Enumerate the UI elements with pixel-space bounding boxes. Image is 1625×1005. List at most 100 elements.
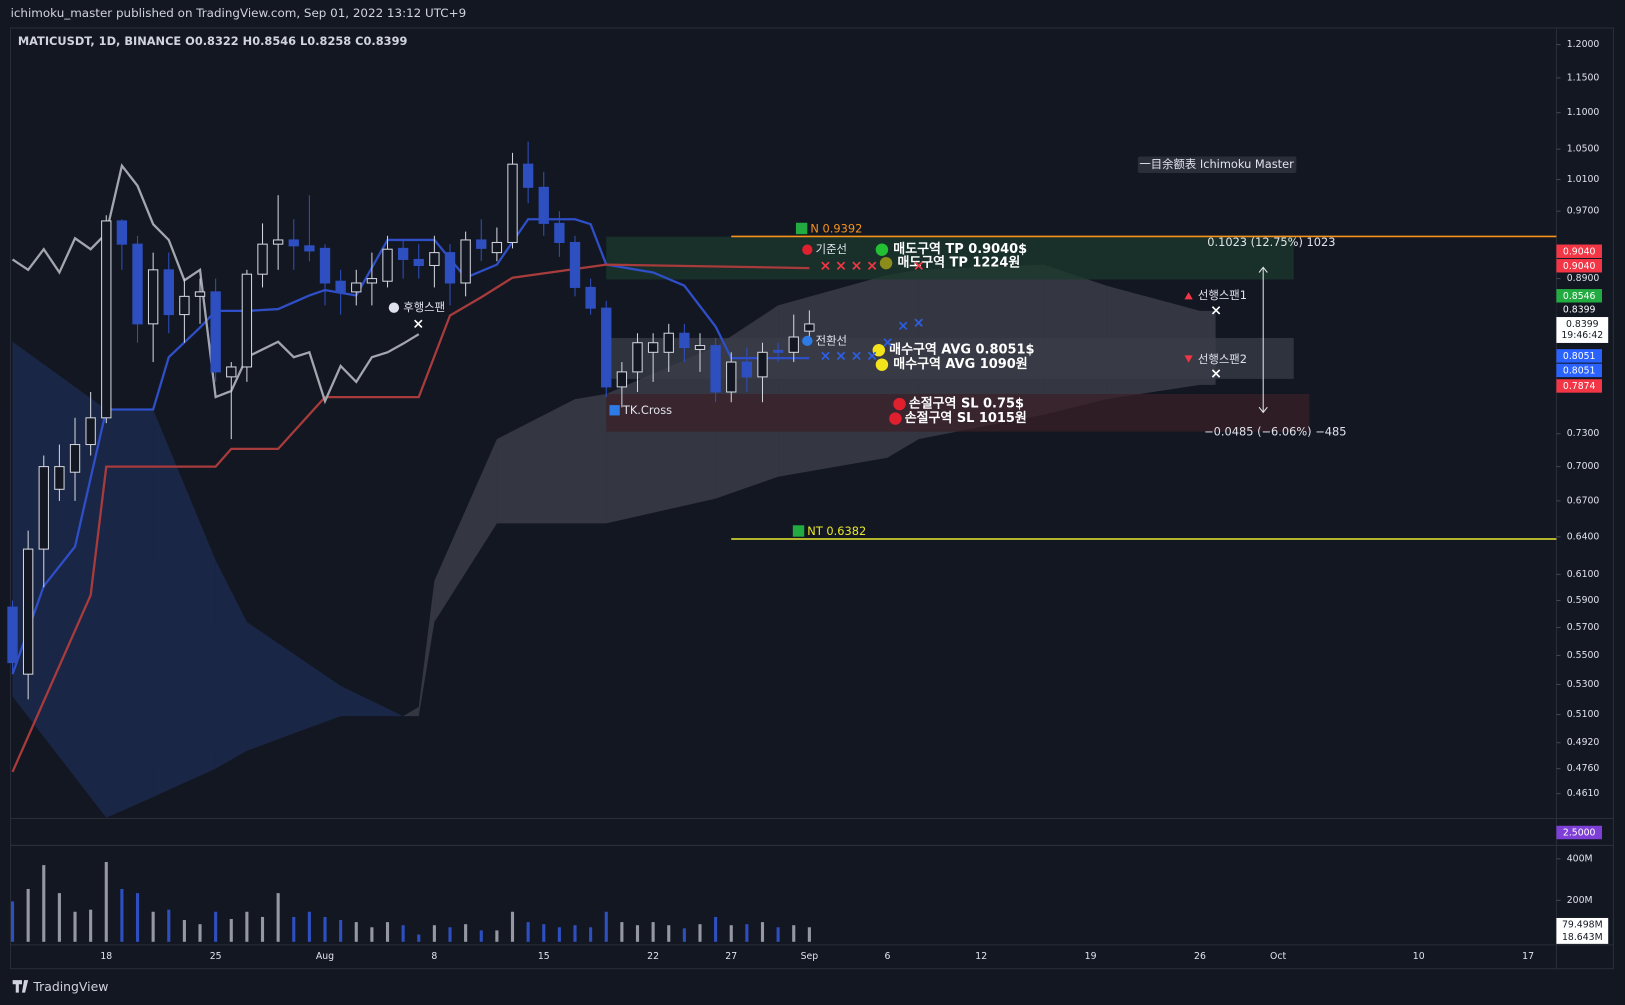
candle-body	[22, 548, 34, 675]
y-tick-label: 0.5100	[1567, 709, 1600, 720]
x-tick-label: 12	[975, 951, 987, 962]
cross-icon	[609, 405, 620, 416]
y-tick-label: 1.1500	[1567, 72, 1600, 83]
candle-body	[647, 342, 659, 353]
candle-body	[444, 252, 456, 284]
volume-bar	[385, 922, 390, 942]
dot	[875, 243, 889, 256]
candle-body	[288, 239, 299, 247]
candle-body	[804, 323, 815, 332]
volume-bar	[167, 909, 171, 942]
publisher-line: ichimoku_master published on TradingView…	[11, 6, 467, 20]
volume-bar	[120, 888, 124, 942]
y-tick-label: 0.8900	[1567, 273, 1600, 284]
price-badge-text: 0.8546	[1563, 291, 1596, 302]
volume-bar	[182, 920, 186, 942]
volume-bar	[557, 927, 561, 942]
volume-bar	[214, 911, 218, 942]
volume-bar	[495, 930, 499, 942]
volume-bar	[729, 925, 733, 942]
volume-bar	[417, 934, 421, 942]
candle-body	[476, 239, 487, 249]
price-badge-text: 0.9040	[1563, 261, 1596, 272]
y-tick-label: 0.4920	[1567, 737, 1600, 748]
volume-bar	[354, 922, 358, 942]
price-badge-text: 0.8399	[1566, 319, 1599, 330]
x-tick-label: 22	[647, 951, 659, 962]
volume-bar	[745, 924, 749, 942]
x-tick-label: 18	[100, 951, 112, 962]
volume-bar	[510, 911, 515, 942]
indicator-line	[11, 163, 420, 405]
tenkan-label: 전환선	[816, 333, 847, 347]
y-tick-label: 0.5700	[1567, 622, 1600, 633]
dot	[802, 244, 813, 255]
candle-body	[679, 332, 690, 349]
candle-body	[694, 345, 706, 350]
cloud-segment	[12, 341, 107, 818]
volume-bar	[42, 865, 46, 942]
y-tick-label: 1.2000	[1567, 39, 1600, 50]
price-badge-text: 0.8051	[1563, 351, 1596, 362]
volume-bar	[698, 924, 702, 942]
candle-body	[226, 366, 237, 378]
volume-bar	[26, 888, 30, 942]
volume-bar	[57, 893, 61, 942]
candle-body	[163, 269, 174, 316]
x-tick-label: 10	[1413, 951, 1425, 962]
kijun-label: 기준선	[816, 242, 847, 256]
candle-body	[710, 345, 721, 393]
volume-bar	[807, 927, 811, 942]
candle-body	[601, 307, 612, 388]
sl-krw-label: 손절구역 SL 1015원	[905, 410, 1027, 426]
price-labels: 0.9040 0.9040 0.8546 0.8399 0.8399 19:46…	[1556, 244, 1609, 944]
avg-krw-label: 매수구역 AVG 1090원	[893, 356, 1027, 372]
volume-bar	[307, 911, 311, 942]
triangle-down	[1184, 355, 1193, 363]
candle-body	[507, 163, 518, 243]
candle-body	[132, 243, 143, 325]
price-badge	[1556, 244, 1602, 258]
cloud-segment	[403, 706, 419, 717]
price-badge	[1556, 349, 1602, 363]
volume-bar	[714, 916, 718, 942]
volume-bar	[198, 924, 202, 942]
volume-bar	[651, 922, 655, 942]
range-arrow	[1258, 266, 1268, 414]
footer-brand: TradingView	[32, 979, 108, 994]
y-tick-label: 0.9700	[1567, 206, 1600, 217]
y-tick-label: 1.0500	[1567, 144, 1600, 155]
x-tick-label: 19	[1085, 951, 1097, 962]
candle-body	[116, 220, 128, 245]
price-badge	[1556, 363, 1602, 378]
dot	[879, 256, 893, 270]
volume-bar	[479, 930, 483, 942]
down-range-label: −0.0485 (−6.06%) −485	[1204, 425, 1346, 439]
volume-bar	[464, 924, 468, 942]
candle-body	[85, 417, 96, 446]
n-label: N 0.9392	[810, 221, 862, 235]
dot	[889, 412, 902, 425]
volume-tick-label: 400M	[1567, 853, 1593, 864]
y-tick-label: 0.6700	[1567, 495, 1600, 506]
candle-body	[194, 291, 206, 297]
candle-body	[210, 291, 221, 373]
check-icon	[795, 222, 808, 235]
cloud-segment	[153, 409, 216, 798]
volume-bar	[73, 911, 77, 942]
triangle-up	[1184, 292, 1193, 300]
price-badge	[1556, 379, 1602, 393]
volume-bar	[760, 922, 765, 942]
y-tick-label: 0.5500	[1567, 650, 1600, 661]
candle-body	[772, 349, 784, 353]
volume-bar	[245, 911, 249, 942]
volume-bar	[135, 893, 140, 942]
volume-tick-label: 200M	[1567, 895, 1593, 906]
volume-bar	[667, 925, 671, 942]
volume-bar	[620, 922, 624, 942]
dot	[802, 335, 813, 347]
volume-bar	[604, 911, 608, 942]
candle-body	[788, 336, 799, 353]
candle-body	[7, 606, 18, 664]
